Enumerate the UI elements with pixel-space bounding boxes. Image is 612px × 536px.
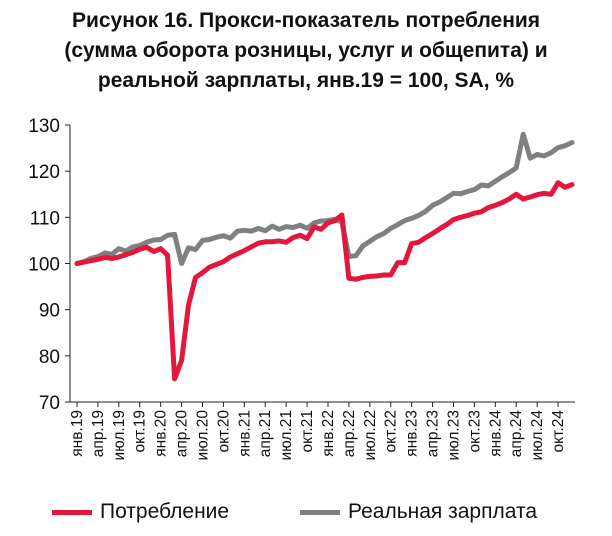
legend-swatch-consumption (52, 509, 92, 515)
y-tick-label: 100 (28, 255, 60, 276)
legend-item-real-wage: Реальная зарплата (300, 500, 537, 524)
legend-label-consumption: Потребление (100, 500, 230, 523)
x-tick-label: янв.22 (320, 410, 337, 457)
x-tick-label: окт.20 (215, 410, 232, 453)
x-tick-label: окт.21 (299, 410, 316, 453)
y-tick-label: 90 (39, 301, 60, 322)
y-tick-label: 70 (39, 393, 60, 414)
x-tick-label: окт.19 (132, 410, 149, 453)
legend-item-consumption: Потребление (52, 500, 229, 524)
x-tick-label: июл.22 (362, 410, 379, 461)
x-tick-label: окт.24 (550, 410, 567, 453)
x-tick-label: апр.19 (90, 410, 107, 457)
x-tick-label: апр.23 (425, 410, 442, 457)
series-line-consumption (74, 180, 575, 382)
legend-swatch-real-wage (300, 509, 340, 515)
x-tick-label: апр.24 (508, 410, 525, 458)
x-tick-label: янв.21 (236, 410, 253, 457)
y-axis: 70 80 90 100 110 120 130 (28, 116, 71, 414)
x-tick-label: окт.22 (383, 410, 400, 453)
y-tick-label: 110 (30, 208, 60, 229)
x-tick-label: окт.23 (466, 410, 483, 453)
legend-label-real-wage: Реальная зарплата (348, 500, 538, 523)
chart-title-line-3: реальной зарплаты, янв.19 = 100, SA, % (97, 69, 515, 92)
y-tick-label: 130 (28, 116, 60, 137)
chart-title: Рисунок 16. Прокси-показатель потреблени… (0, 6, 612, 96)
chart-title-line-2: (сумма оборота розницы, услуг и общепита… (64, 39, 548, 62)
x-tick-label: янв.19 (69, 410, 86, 457)
x-tick-label: апр.22 (341, 410, 358, 457)
x-tick-label: янв.20 (153, 410, 170, 457)
y-tick-label: 80 (39, 347, 60, 368)
x-tick-label: июл.19 (111, 410, 128, 461)
x-axis: янв.19 апр.19 июл.19 окт.19 янв.20 апр.20 июл.… (69, 401, 575, 461)
x-tick-label: июл.20 (194, 410, 211, 461)
x-tick-label: июл.23 (445, 410, 462, 461)
x-tick-label: июл.21 (278, 410, 295, 461)
x-tick-label: янв.23 (404, 410, 421, 457)
series-line-real-wage (74, 131, 575, 266)
y-tick-label: 120 (28, 162, 60, 183)
series-lines (74, 131, 575, 382)
x-tick-label: июл.24 (529, 410, 546, 461)
chart-title-line-1: Рисунок 16. Прокси-показатель потреблени… (71, 9, 541, 32)
x-tick-label: апр.21 (257, 410, 274, 457)
x-tick-label: янв.24 (487, 410, 504, 457)
x-tick-label: апр.20 (174, 410, 191, 458)
legend: Потребление Реальная зарплата (0, 500, 612, 532)
